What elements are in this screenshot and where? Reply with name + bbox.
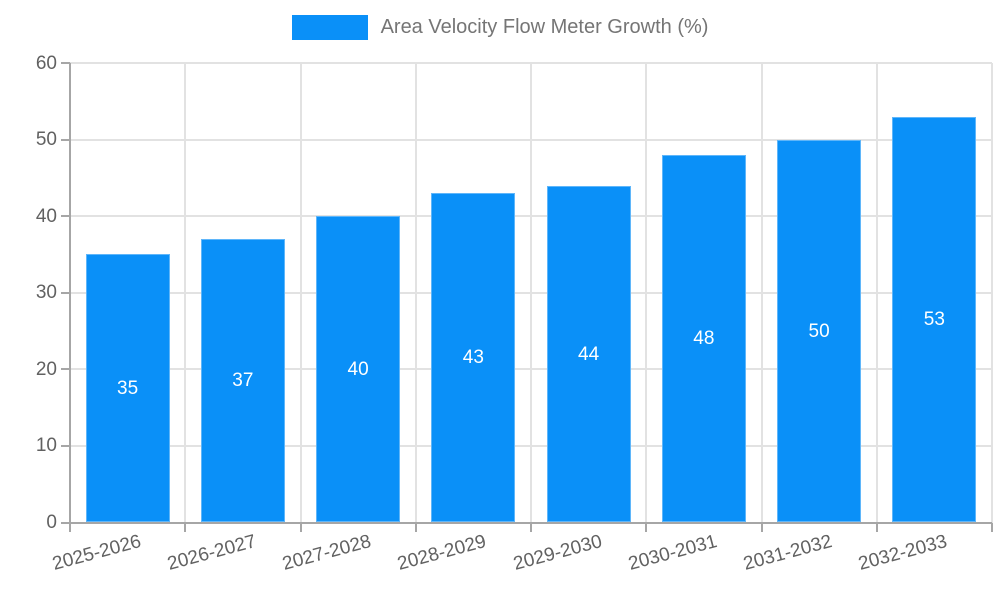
legend-swatch-icon — [291, 15, 368, 40]
x-gridline — [875, 63, 878, 523]
y-axis-tick — [61, 444, 70, 447]
x-axis-tick — [414, 522, 417, 532]
y-axis-tick — [61, 138, 70, 141]
y-axis-tick-label: 50 — [35, 129, 57, 151]
x-axis-tick — [299, 522, 302, 532]
legend[interactable]: Area Velocity Flow Meter Growth (%) — [0, 15, 1000, 40]
bar-value-label: 53 — [923, 309, 945, 331]
bar[interactable] — [777, 139, 862, 523]
bar-value-label: 50 — [808, 320, 830, 342]
bar[interactable] — [546, 185, 631, 523]
x-gridline — [414, 63, 417, 523]
y-axis-tick — [61, 368, 70, 371]
x-axis-line — [61, 521, 992, 524]
bar-value-label: 48 — [693, 328, 715, 350]
bar[interactable] — [200, 239, 285, 523]
bar-value-label: 43 — [462, 347, 484, 369]
x-axis-tick — [875, 522, 878, 532]
y-axis-tick-label: 60 — [35, 52, 57, 74]
bar-value-label: 44 — [578, 343, 600, 365]
y-axis-tick-label: 0 — [46, 512, 57, 533]
y-axis-tick — [61, 291, 70, 294]
x-gridline — [645, 63, 648, 523]
x-axis-tick — [991, 522, 993, 532]
bar-value-label: 35 — [117, 377, 139, 399]
y-axis-tick-label: 30 — [35, 282, 57, 304]
x-axis-tick — [760, 522, 763, 532]
x-gridline — [299, 63, 302, 523]
y-axis-tick-label: 10 — [35, 435, 57, 457]
bar[interactable] — [892, 116, 977, 523]
y-axis-tick-label: 40 — [35, 205, 57, 227]
bar[interactable] — [85, 254, 170, 523]
y-axis-tick — [61, 62, 70, 64]
bar[interactable] — [316, 216, 401, 523]
y-axis-tick-label: 20 — [35, 358, 57, 380]
x-gridline — [991, 63, 993, 523]
x-axis-tick — [645, 522, 648, 532]
y-axis-tick — [61, 215, 70, 218]
bar[interactable] — [661, 154, 746, 523]
x-axis-tick — [184, 522, 187, 532]
bar[interactable] — [431, 193, 516, 523]
x-gridline — [760, 63, 763, 523]
x-gridline — [530, 63, 532, 523]
bar-value-label: 40 — [347, 358, 369, 380]
bar-value-label: 37 — [232, 370, 254, 392]
y-axis-line — [69, 63, 71, 532]
x-axis-tick — [530, 522, 532, 532]
legend-label: Area Velocity Flow Meter Growth (%) — [380, 16, 709, 38]
x-gridline — [184, 63, 187, 523]
